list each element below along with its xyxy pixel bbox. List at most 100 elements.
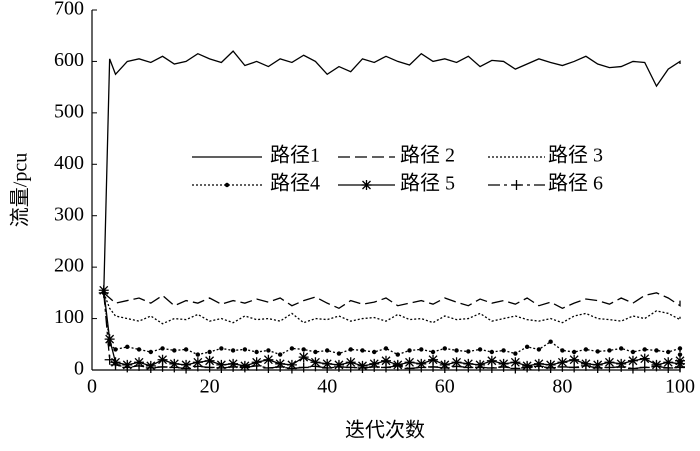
marker bbox=[404, 357, 415, 368]
marker bbox=[557, 361, 568, 372]
marker bbox=[675, 361, 685, 372]
y-tick-label: 600 bbox=[54, 49, 84, 71]
legend-label: 路径4 bbox=[270, 172, 320, 195]
marker bbox=[510, 363, 521, 374]
marker bbox=[498, 361, 509, 372]
marker bbox=[604, 362, 615, 373]
marker bbox=[333, 361, 344, 372]
marker bbox=[169, 362, 180, 373]
series-line bbox=[103, 292, 681, 356]
marker bbox=[522, 362, 533, 373]
marker bbox=[251, 360, 262, 371]
marker bbox=[475, 362, 486, 373]
marker bbox=[216, 362, 227, 373]
marker bbox=[654, 348, 659, 353]
y-tick-label: 0 bbox=[74, 358, 84, 380]
marker bbox=[345, 357, 356, 368]
marker bbox=[477, 347, 483, 352]
marker bbox=[663, 357, 674, 368]
marker bbox=[148, 349, 153, 355]
marker bbox=[663, 362, 674, 373]
y-tick-label: 100 bbox=[54, 306, 84, 328]
marker bbox=[357, 362, 368, 373]
marker bbox=[404, 363, 415, 374]
marker bbox=[136, 347, 142, 352]
marker bbox=[113, 347, 118, 352]
marker bbox=[181, 363, 192, 374]
marker bbox=[345, 362, 356, 373]
marker bbox=[607, 348, 612, 353]
marker bbox=[228, 361, 239, 372]
x-tick-label: 40 bbox=[317, 376, 337, 398]
marker bbox=[428, 354, 439, 365]
marker bbox=[428, 361, 439, 372]
marker bbox=[242, 347, 248, 352]
marker bbox=[430, 349, 436, 355]
marker bbox=[263, 362, 274, 373]
marker bbox=[192, 361, 203, 372]
marker bbox=[513, 351, 518, 356]
series-line bbox=[103, 292, 681, 310]
marker bbox=[489, 349, 495, 355]
marker bbox=[642, 347, 647, 352]
marker bbox=[145, 362, 156, 373]
marker bbox=[122, 362, 133, 373]
series-line bbox=[103, 290, 681, 367]
marker bbox=[98, 287, 109, 298]
marker bbox=[627, 363, 638, 374]
y-tick-label: 700 bbox=[54, 0, 84, 20]
y-tick-label: 200 bbox=[54, 255, 84, 277]
marker bbox=[442, 346, 447, 351]
marker bbox=[172, 348, 177, 353]
marker bbox=[204, 362, 215, 373]
marker bbox=[219, 346, 224, 351]
legend-label: 路径 5 bbox=[400, 172, 455, 195]
marker bbox=[560, 348, 565, 353]
marker bbox=[630, 349, 636, 355]
marker bbox=[392, 360, 403, 371]
marker bbox=[310, 361, 321, 372]
marker bbox=[104, 354, 115, 365]
marker bbox=[369, 361, 380, 372]
marker bbox=[313, 349, 318, 355]
marker bbox=[571, 349, 577, 355]
x-tick-label: 100 bbox=[665, 376, 695, 398]
marker bbox=[463, 362, 474, 373]
marker bbox=[277, 352, 283, 357]
marker bbox=[157, 354, 168, 365]
marker bbox=[627, 355, 638, 366]
marker bbox=[466, 349, 471, 354]
marker bbox=[595, 349, 600, 354]
marker bbox=[336, 351, 342, 356]
marker bbox=[266, 348, 271, 353]
legend-marker bbox=[511, 180, 522, 190]
marker bbox=[604, 357, 615, 368]
marker bbox=[381, 362, 391, 373]
marker bbox=[486, 355, 497, 366]
marker bbox=[416, 362, 427, 373]
marker bbox=[207, 349, 212, 355]
marker bbox=[289, 346, 295, 351]
marker bbox=[639, 353, 650, 364]
x-tick-label: 0 bbox=[87, 376, 97, 398]
marker bbox=[675, 355, 685, 366]
marker bbox=[104, 334, 115, 345]
x-tick-label: 80 bbox=[552, 376, 572, 398]
marker bbox=[510, 357, 521, 368]
marker bbox=[360, 348, 365, 353]
marker bbox=[301, 347, 306, 352]
marker bbox=[125, 344, 130, 350]
marker bbox=[275, 361, 286, 372]
marker bbox=[439, 362, 450, 373]
marker bbox=[183, 347, 189, 352]
marker bbox=[677, 346, 683, 351]
x-axis-title: 迭代次数 bbox=[345, 419, 425, 442]
marker bbox=[157, 361, 168, 372]
marker bbox=[263, 354, 274, 365]
marker bbox=[524, 344, 530, 350]
marker bbox=[110, 359, 121, 370]
marker bbox=[501, 348, 506, 353]
marker bbox=[372, 349, 377, 355]
